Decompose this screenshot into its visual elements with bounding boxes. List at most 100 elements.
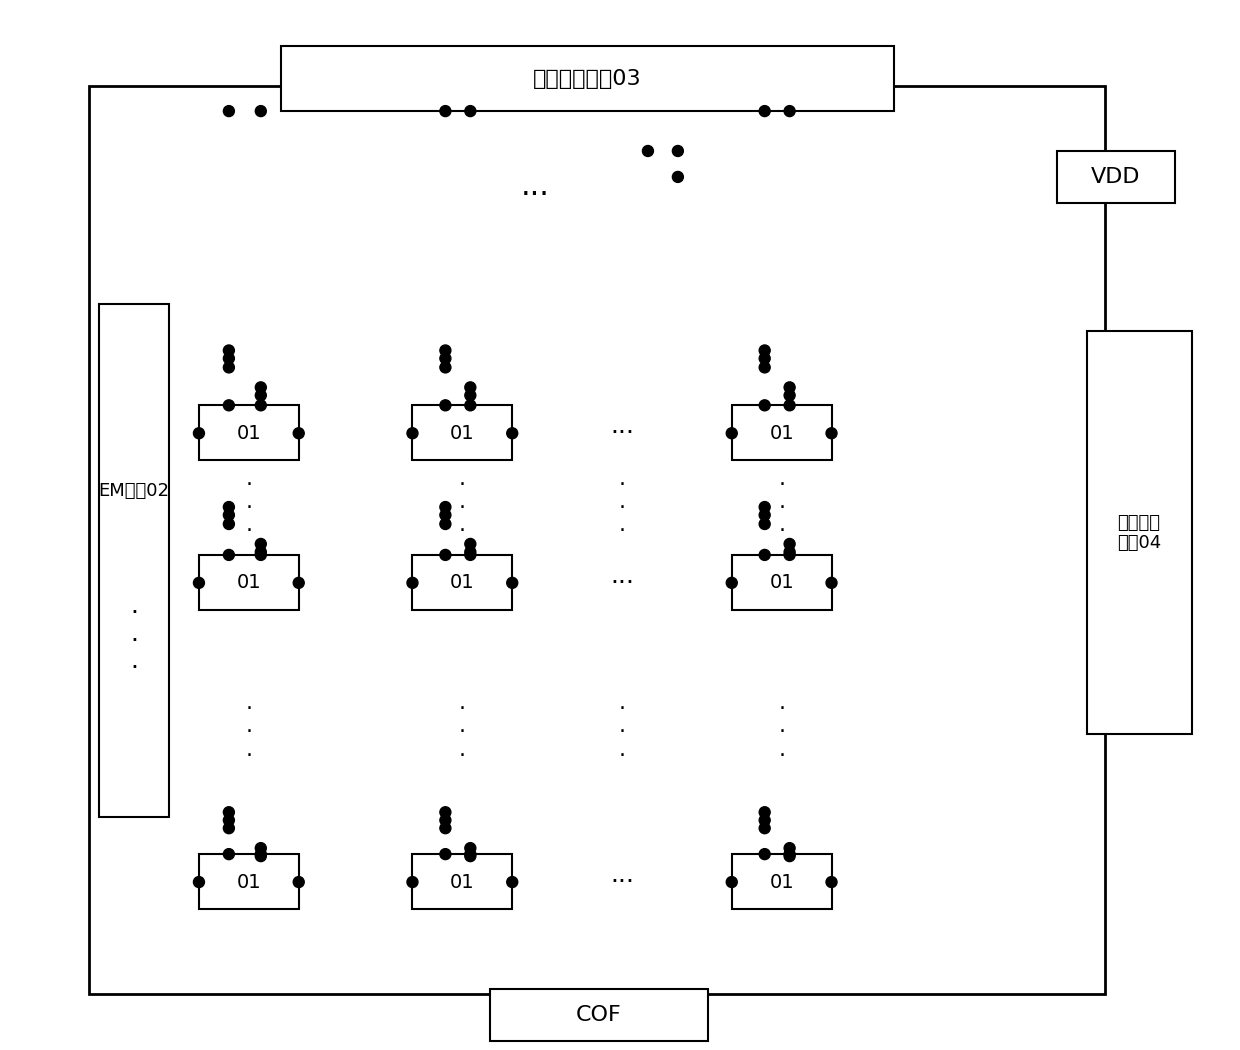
- Text: ·
·
·: · · ·: [779, 475, 785, 541]
- Circle shape: [784, 546, 795, 558]
- Circle shape: [465, 382, 476, 393]
- Circle shape: [293, 427, 304, 439]
- Circle shape: [759, 106, 770, 117]
- Circle shape: [440, 806, 451, 818]
- Circle shape: [440, 823, 451, 834]
- Text: 源极驱动电路03: 源极驱动电路03: [533, 69, 641, 89]
- Text: ·
·
·: · · ·: [130, 601, 138, 680]
- Circle shape: [784, 382, 795, 393]
- Circle shape: [440, 106, 451, 117]
- Circle shape: [293, 877, 304, 887]
- Circle shape: [759, 362, 770, 373]
- Circle shape: [759, 509, 770, 521]
- Circle shape: [465, 549, 476, 561]
- Text: 01: 01: [450, 424, 475, 443]
- Circle shape: [759, 519, 770, 529]
- Circle shape: [759, 345, 770, 356]
- Bar: [732, 554, 832, 610]
- Text: ···: ···: [610, 421, 634, 445]
- Circle shape: [255, 843, 267, 854]
- Circle shape: [440, 848, 451, 860]
- Circle shape: [193, 877, 205, 887]
- Bar: [99, 303, 169, 817]
- Circle shape: [223, 502, 234, 512]
- Text: ·
·
·: · · ·: [246, 475, 252, 541]
- Text: 01: 01: [237, 573, 262, 592]
- Text: 01: 01: [450, 573, 475, 592]
- Circle shape: [465, 850, 476, 862]
- Circle shape: [255, 539, 267, 549]
- Circle shape: [465, 390, 476, 401]
- Circle shape: [759, 815, 770, 825]
- Circle shape: [784, 843, 795, 854]
- Circle shape: [440, 345, 451, 356]
- Circle shape: [440, 400, 451, 411]
- Bar: [1056, 151, 1174, 203]
- Circle shape: [193, 427, 205, 439]
- Circle shape: [465, 400, 476, 411]
- Bar: [89, 86, 1105, 993]
- Circle shape: [255, 848, 267, 860]
- Bar: [732, 405, 832, 460]
- Circle shape: [255, 382, 267, 393]
- Bar: [413, 554, 512, 610]
- Circle shape: [759, 549, 770, 561]
- Text: 01: 01: [237, 873, 262, 891]
- Circle shape: [255, 106, 267, 117]
- Text: ···: ···: [521, 182, 549, 210]
- Text: COF: COF: [577, 1005, 622, 1025]
- Bar: [1087, 331, 1192, 734]
- Text: ·
·
·: · · ·: [619, 699, 625, 765]
- Circle shape: [223, 345, 234, 356]
- Circle shape: [440, 519, 451, 529]
- Circle shape: [440, 353, 451, 364]
- Circle shape: [407, 427, 418, 439]
- Circle shape: [255, 400, 267, 411]
- Circle shape: [507, 578, 518, 588]
- Circle shape: [465, 106, 476, 117]
- Bar: [280, 46, 894, 111]
- Circle shape: [440, 815, 451, 825]
- Circle shape: [193, 578, 205, 588]
- Circle shape: [759, 806, 770, 818]
- Circle shape: [255, 850, 267, 862]
- Circle shape: [784, 549, 795, 561]
- Circle shape: [223, 362, 234, 373]
- Text: 01: 01: [769, 573, 794, 592]
- Circle shape: [407, 877, 418, 887]
- Bar: [198, 854, 299, 909]
- Circle shape: [727, 578, 738, 588]
- Circle shape: [642, 146, 653, 156]
- Circle shape: [223, 106, 234, 117]
- Text: VDD: VDD: [1091, 167, 1141, 187]
- Circle shape: [465, 843, 476, 854]
- Circle shape: [826, 877, 837, 887]
- Circle shape: [759, 353, 770, 364]
- Circle shape: [826, 427, 837, 439]
- Circle shape: [465, 546, 476, 558]
- Circle shape: [440, 502, 451, 512]
- Circle shape: [784, 390, 795, 401]
- Circle shape: [784, 848, 795, 860]
- Circle shape: [759, 502, 770, 512]
- Circle shape: [440, 509, 451, 521]
- Circle shape: [727, 427, 738, 439]
- Circle shape: [223, 549, 234, 561]
- Circle shape: [255, 549, 267, 561]
- Circle shape: [784, 400, 795, 411]
- Circle shape: [440, 549, 451, 561]
- Text: 01: 01: [769, 424, 794, 443]
- Circle shape: [255, 390, 267, 401]
- Bar: [198, 405, 299, 460]
- Bar: [198, 554, 299, 610]
- Circle shape: [507, 427, 518, 439]
- Text: 栅极驱动
电路04: 栅极驱动 电路04: [1117, 513, 1161, 552]
- Circle shape: [672, 171, 683, 183]
- Bar: [490, 989, 708, 1041]
- Text: 01: 01: [450, 873, 475, 891]
- Bar: [413, 405, 512, 460]
- Text: ·
·
·: · · ·: [459, 475, 466, 541]
- Circle shape: [223, 509, 234, 521]
- Circle shape: [255, 546, 267, 558]
- Circle shape: [223, 848, 234, 860]
